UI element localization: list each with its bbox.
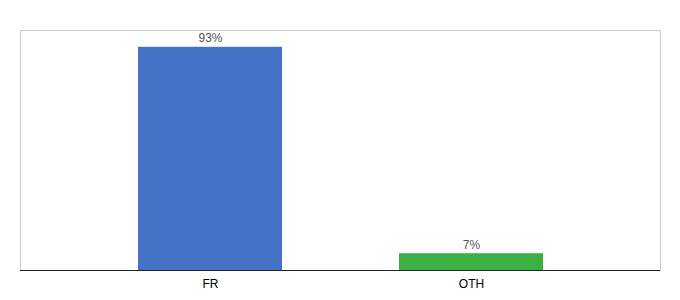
svg-text:FR: FR xyxy=(203,277,219,291)
svg-text:93%: 93% xyxy=(198,31,222,45)
svg-text:OTH: OTH xyxy=(459,277,484,291)
svg-text:7%: 7% xyxy=(463,238,481,252)
